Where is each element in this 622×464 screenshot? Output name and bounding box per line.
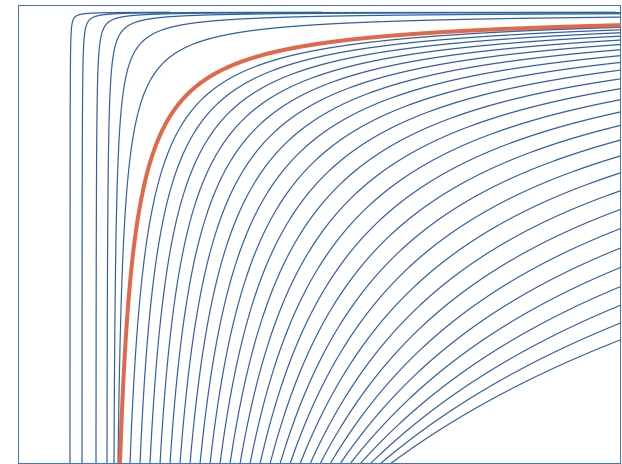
curve bbox=[319, 208, 621, 463]
curve bbox=[189, 49, 621, 463]
curve bbox=[81, 11, 322, 463]
curve bbox=[106, 12, 621, 463]
curve bbox=[199, 55, 621, 463]
curve bbox=[350, 266, 621, 463]
curve bbox=[129, 26, 621, 463]
curve bbox=[169, 39, 621, 463]
curve bbox=[360, 285, 621, 463]
curve bbox=[95, 11, 616, 463]
curve bbox=[309, 189, 621, 463]
curve bbox=[229, 78, 621, 463]
curve bbox=[380, 322, 621, 463]
highlight-curve bbox=[118, 23, 621, 463]
curve bbox=[299, 172, 621, 463]
curve bbox=[113, 13, 621, 463]
curve bbox=[269, 124, 621, 463]
curve bbox=[179, 43, 621, 463]
curve bbox=[219, 69, 621, 463]
curve bbox=[117, 16, 621, 463]
curve bbox=[249, 99, 621, 463]
curve bbox=[370, 304, 621, 463]
curve bbox=[329, 227, 621, 463]
curve bbox=[390, 338, 621, 463]
curve bbox=[149, 32, 621, 463]
curve bbox=[259, 111, 621, 463]
curve bbox=[69, 11, 170, 463]
curve bbox=[239, 88, 621, 463]
curve-group bbox=[69, 11, 621, 463]
curve bbox=[159, 35, 621, 463]
curve bbox=[289, 155, 621, 463]
curve bbox=[279, 139, 621, 463]
curve bbox=[139, 29, 621, 463]
curve bbox=[339, 247, 621, 463]
curve bbox=[209, 61, 621, 463]
